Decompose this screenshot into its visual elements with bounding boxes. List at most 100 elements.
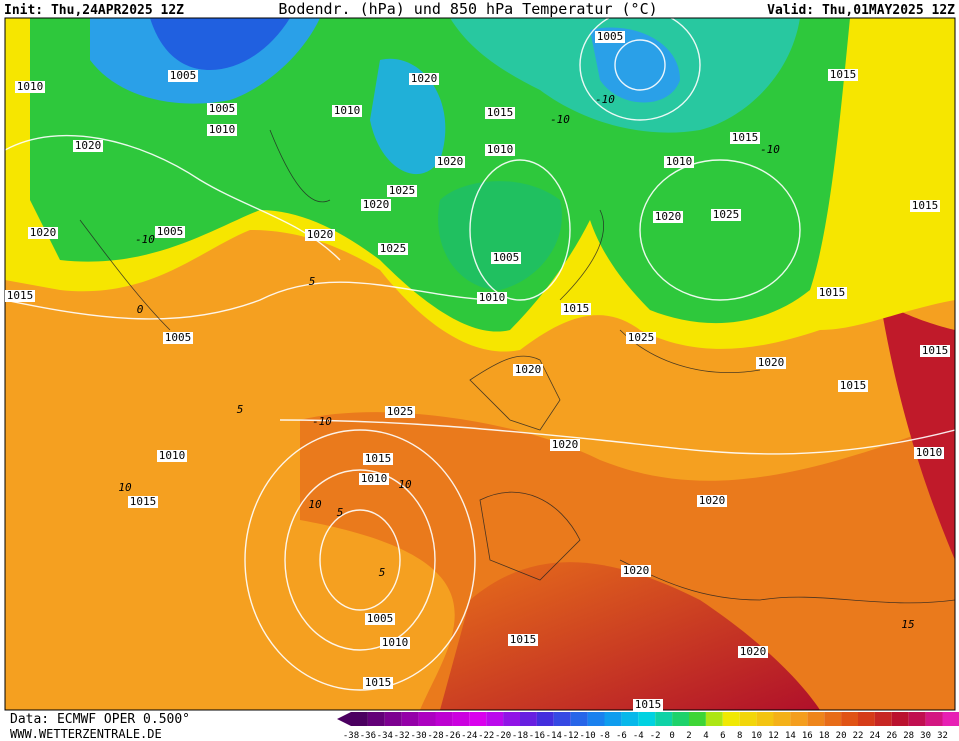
scale-swatch: [384, 712, 402, 726]
scale-label: 24: [869, 731, 880, 741]
scale-label: -10: [579, 731, 595, 741]
isobar-label: 1010: [361, 472, 388, 485]
scale-label: -2: [650, 731, 661, 741]
scale-label: -34: [377, 731, 393, 741]
scale-label: 12: [768, 731, 779, 741]
isobar-label-box: [363, 677, 393, 689]
isobar-label: 1020: [363, 198, 390, 211]
isobar-label-box: [28, 227, 58, 239]
scale-label: 32: [937, 731, 948, 741]
scale-label: -24: [461, 731, 477, 741]
isobar-label: 1010: [479, 291, 506, 304]
scale-swatch: [638, 712, 656, 726]
scale-swatch: [874, 712, 892, 726]
scale-swatch: [452, 712, 470, 726]
scale-swatch: [570, 712, 588, 726]
scale-swatch: [925, 712, 943, 726]
scale-swatch: [705, 712, 723, 726]
isobar-label: 1020: [740, 645, 767, 658]
isobar-label-box: [653, 211, 683, 223]
isobar-label: 1005: [367, 612, 394, 625]
isobar-label-box: [711, 209, 741, 221]
scale-label: -12: [563, 731, 579, 741]
isotherm-label: 0: [137, 303, 144, 316]
isobar-label: 1010: [159, 449, 186, 462]
scale-swatch: [908, 712, 926, 726]
isobar-label-box: [361, 199, 391, 211]
isobar-label: 1020: [552, 438, 579, 451]
scale-label: 8: [737, 731, 742, 741]
isobar-label-box: [513, 364, 543, 376]
isobar-label-box: [15, 81, 45, 93]
isobar-label: 1010: [666, 155, 693, 168]
isobar-label: 1010: [382, 636, 409, 649]
isobar-label: 1005: [597, 30, 624, 43]
isobar-label-box: [378, 243, 408, 255]
isobar-label-box: [207, 103, 237, 115]
scale-label: 0: [669, 731, 674, 741]
scale-swatch: [689, 712, 706, 726]
isobar-label: 1025: [628, 331, 655, 344]
isobar-label-box: [664, 156, 694, 168]
isobar-label-box: [550, 439, 580, 451]
scale-arrow-left: [337, 712, 351, 726]
isobar-label-box: [485, 144, 515, 156]
isotherm-label: -10: [760, 143, 780, 156]
isotherm-label: -10: [135, 233, 155, 246]
website: WWW.WETTERZENTRALE.DE: [10, 727, 162, 741]
isobar-label: 1010: [487, 143, 514, 156]
scale-label: 4: [703, 731, 708, 741]
isobar-label: 1015: [830, 68, 857, 81]
isobar-label: 1020: [623, 564, 650, 577]
scale-swatch: [722, 712, 740, 726]
isobar-label-box: [380, 637, 410, 649]
isobar-label-box: [738, 646, 768, 658]
scale-swatch: [773, 712, 791, 726]
isobar-label-box: [828, 69, 858, 81]
isotherm-label: 5: [309, 275, 316, 288]
scale-swatch: [655, 712, 673, 726]
isobar-label-box: [363, 453, 393, 465]
isobar-label-box: [155, 226, 185, 238]
isobar-label: 1015: [912, 199, 939, 212]
isobar-label: 1015: [635, 698, 662, 711]
isobar-label-box: [409, 73, 439, 85]
isobar-label: 1010: [916, 446, 943, 459]
scale-swatch: [604, 712, 622, 726]
isotherm-label: 10: [308, 498, 322, 511]
scale-label: -22: [478, 731, 494, 741]
isobar-label: 1015: [922, 344, 949, 357]
isobar-label: 1020: [699, 494, 726, 507]
isobar-label: 1005: [165, 331, 192, 344]
isotherm-label: 5: [237, 403, 244, 416]
scale-label: -16: [529, 731, 545, 741]
isobar-label: 1005: [493, 251, 520, 264]
scale-label: 6: [720, 731, 725, 741]
scale-label: -30: [410, 731, 426, 741]
isobar-label-box: [128, 496, 158, 508]
map-frame: [4, 17, 956, 711]
isobar-label-box: [633, 699, 663, 711]
isotherm-label: -10: [595, 93, 615, 106]
data-source: Data: ECMWF OPER 0.500°: [10, 712, 190, 727]
scale-swatch: [587, 712, 605, 726]
isobar-label: 1015: [130, 495, 157, 508]
isobar-label: 1015: [487, 106, 514, 119]
scale-label: -8: [599, 731, 610, 741]
isobar-label-box: [491, 252, 521, 264]
isobar-label: 1020: [75, 139, 102, 152]
isobar-label: 1020: [437, 155, 464, 168]
isobar-label-box: [305, 229, 335, 241]
isobar-label: 1005: [170, 69, 197, 82]
isobar-label-box: [207, 124, 237, 136]
scale-swatch: [858, 712, 875, 726]
isobar-label-box: [73, 140, 103, 152]
isobar-label-box: [697, 495, 727, 507]
isobar-label: 1020: [655, 210, 682, 223]
scale-swatch: [672, 712, 689, 726]
isobar-label: 1025: [380, 242, 407, 255]
isotherm-label: -10: [550, 113, 570, 126]
scale-swatch: [790, 712, 808, 726]
isobar-label-box: [365, 613, 395, 625]
